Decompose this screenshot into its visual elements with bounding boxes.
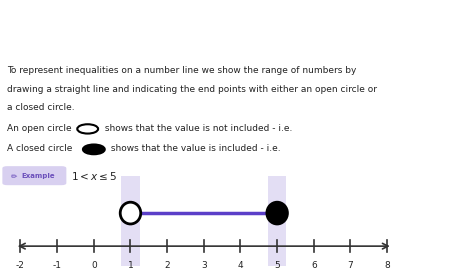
Text: 5: 5: [274, 261, 280, 270]
FancyBboxPatch shape: [268, 176, 286, 266]
Text: An open circle: An open circle: [7, 124, 74, 133]
Text: a closed circle.: a closed circle.: [7, 103, 75, 112]
Text: To represent inequalities on a number line we show the range of numbers by: To represent inequalities on a number li…: [7, 66, 356, 75]
Text: ✏: ✏: [11, 171, 17, 180]
Text: -2: -2: [16, 261, 25, 270]
Text: 7: 7: [347, 261, 353, 270]
Circle shape: [83, 144, 105, 154]
Text: 8: 8: [384, 261, 390, 270]
FancyBboxPatch shape: [121, 176, 140, 266]
Circle shape: [120, 202, 141, 224]
Text: Inequalities on a Number Line: Inequalities on a Number Line: [7, 23, 361, 43]
Text: 4: 4: [237, 261, 243, 270]
Text: shows that the value is not included - i.e.: shows that the value is not included - i…: [102, 124, 292, 133]
Text: 1: 1: [128, 261, 133, 270]
Text: $1 < x \leq 5$: $1 < x \leq 5$: [71, 170, 117, 182]
Text: 3: 3: [201, 261, 207, 270]
Text: drawing a straight line and indicating the end points with either an open circle: drawing a straight line and indicating t…: [7, 85, 377, 93]
FancyBboxPatch shape: [2, 166, 66, 185]
Text: -1: -1: [53, 261, 62, 270]
Text: 6: 6: [311, 261, 317, 270]
Text: 2: 2: [164, 261, 170, 270]
Circle shape: [267, 202, 287, 224]
Text: A closed circle: A closed circle: [7, 144, 75, 153]
Text: Example: Example: [21, 173, 55, 179]
Text: shows that the value is included - i.e.: shows that the value is included - i.e.: [108, 144, 281, 153]
Text: 0: 0: [91, 261, 97, 270]
